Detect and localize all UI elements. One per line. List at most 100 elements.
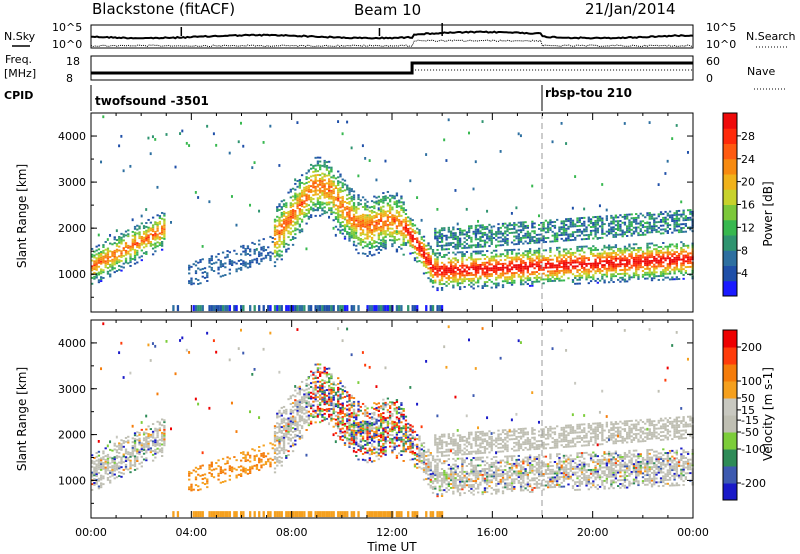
power-cell (623, 259, 627, 262)
power-cell (675, 223, 678, 226)
nave-trace (91, 69, 693, 75)
power-cell (623, 255, 627, 258)
power-cell (519, 225, 523, 228)
power-cell (517, 256, 520, 259)
power-cell (472, 258, 475, 261)
power-cell (443, 267, 446, 270)
power-cell (312, 194, 315, 197)
power-cell (686, 216, 690, 219)
power-cell (382, 232, 385, 235)
velocity-cell (233, 456, 236, 459)
velocity-cell (131, 454, 134, 457)
power-cell (136, 249, 139, 252)
power-cell (323, 192, 326, 195)
velocity-cell (163, 442, 166, 445)
power-cell (449, 243, 452, 246)
velocity-cell (106, 459, 110, 462)
power-cell (219, 263, 222, 266)
power-cell (465, 258, 469, 261)
power-cell (337, 305, 340, 312)
power-cell (438, 237, 441, 240)
power-cell (382, 195, 385, 198)
power-cell (468, 279, 471, 282)
power-cell (644, 273, 647, 276)
velocity-cell (282, 450, 286, 453)
power-cell (244, 265, 247, 268)
power-cell (592, 216, 595, 219)
power-cell (682, 256, 685, 259)
power-cell (409, 221, 412, 224)
velocity-cell (285, 412, 288, 415)
power-cell (393, 237, 396, 240)
power-cell (131, 234, 134, 237)
power-cell (646, 254, 649, 257)
velocity-cell (312, 416, 315, 419)
power-cell (549, 272, 552, 275)
power-cell (280, 206, 283, 209)
power-cell (686, 266, 690, 268)
velocity-cell (312, 396, 315, 399)
velocity-cell (188, 470, 191, 473)
power-cell (535, 261, 539, 264)
power-cell (346, 221, 349, 224)
power-cell (553, 240, 557, 243)
power-cell (194, 272, 198, 275)
velocity-cell (138, 451, 141, 454)
power-cell (547, 274, 550, 277)
velocity-cell (287, 430, 290, 433)
power-cell (115, 242, 119, 245)
power-cell (115, 250, 119, 253)
power-cell (127, 235, 130, 238)
power-cell (278, 240, 281, 242)
velocity-cell (109, 456, 112, 459)
power-cell (610, 256, 613, 258)
velocity-cell (194, 478, 198, 481)
velocity-cell (138, 439, 141, 442)
power-cell (533, 230, 536, 233)
power-cell (120, 240, 123, 243)
power-cell (271, 252, 274, 255)
power-cell (601, 219, 604, 222)
power-cell (616, 226, 620, 228)
power-cell (206, 274, 209, 277)
velocity-cell (321, 410, 324, 413)
power-cell (594, 272, 597, 275)
power-cell (626, 261, 629, 264)
velocity-cell (138, 433, 141, 436)
power-cell (95, 263, 98, 265)
power-cell (483, 265, 487, 268)
power-cell (194, 277, 198, 280)
power-cell (522, 236, 525, 239)
velocity-cell (124, 465, 128, 468)
power-cell (461, 274, 464, 277)
power-cell (646, 214, 649, 217)
velocity-cell (296, 405, 299, 408)
power-cell (542, 239, 545, 242)
velocity-cell (316, 367, 320, 370)
power-cell (278, 255, 281, 258)
power-cell (160, 217, 164, 220)
power-cell (547, 223, 550, 226)
power-cell (384, 210, 387, 213)
power-cell (571, 219, 575, 222)
power-cell (653, 217, 656, 220)
power-cell (291, 220, 295, 223)
power-cell (648, 227, 651, 230)
velocity-cell (160, 443, 164, 446)
velocity-cell (253, 455, 256, 458)
power-cell (639, 256, 642, 259)
power-cell (626, 280, 629, 283)
power-cell (377, 218, 381, 221)
power-cell (537, 233, 541, 236)
power-cell (309, 200, 313, 203)
power-cell (404, 222, 408, 225)
power-cell (635, 268, 638, 271)
power-cell (364, 241, 367, 244)
power-cell (528, 234, 532, 237)
power-cell (589, 218, 593, 221)
power-cell (357, 215, 360, 218)
power-cell (526, 250, 529, 253)
velocity-cell (305, 378, 308, 381)
power-cell (655, 225, 658, 228)
velocity-cell (201, 481, 204, 484)
